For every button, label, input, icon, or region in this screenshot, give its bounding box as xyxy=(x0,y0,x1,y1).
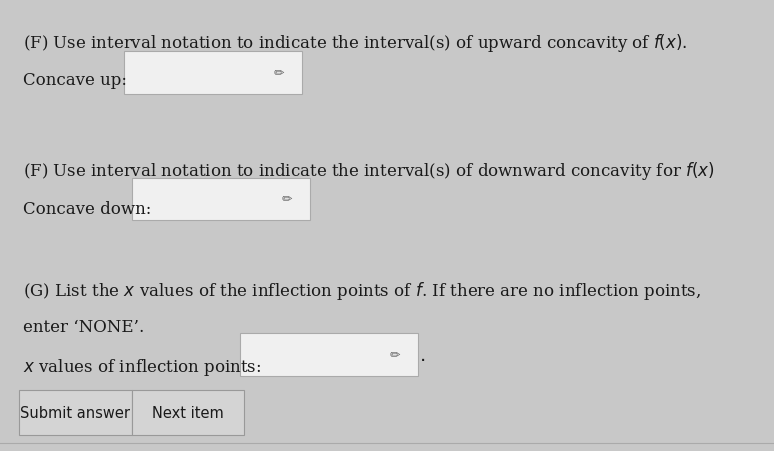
Text: (F) Use interval notation to indicate the interval(s) of downward concavity for : (F) Use interval notation to indicate th… xyxy=(23,160,715,182)
Text: enter ‘NONE’.: enter ‘NONE’. xyxy=(23,318,145,335)
FancyBboxPatch shape xyxy=(19,390,132,435)
FancyBboxPatch shape xyxy=(124,52,302,95)
Text: (F) Use interval notation to indicate the interval(s) of upward concavity of $f(: (F) Use interval notation to indicate th… xyxy=(23,32,687,54)
Text: Concave up:: Concave up: xyxy=(23,72,127,89)
Text: ✏: ✏ xyxy=(281,193,292,206)
Text: $x$ values of inflection points:: $x$ values of inflection points: xyxy=(23,356,262,377)
FancyBboxPatch shape xyxy=(132,178,310,221)
Text: .: . xyxy=(420,345,426,365)
Text: Concave down:: Concave down: xyxy=(23,201,152,218)
FancyBboxPatch shape xyxy=(132,390,244,435)
Text: (G) List the $x$ values of the inflection points of $f$. If there are no inflect: (G) List the $x$ values of the inflectio… xyxy=(23,280,701,302)
Text: ✏: ✏ xyxy=(273,67,284,80)
Text: ✏: ✏ xyxy=(389,349,400,362)
FancyBboxPatch shape xyxy=(240,334,418,377)
Text: Next item: Next item xyxy=(152,405,224,420)
Text: Submit answer: Submit answer xyxy=(20,405,131,420)
